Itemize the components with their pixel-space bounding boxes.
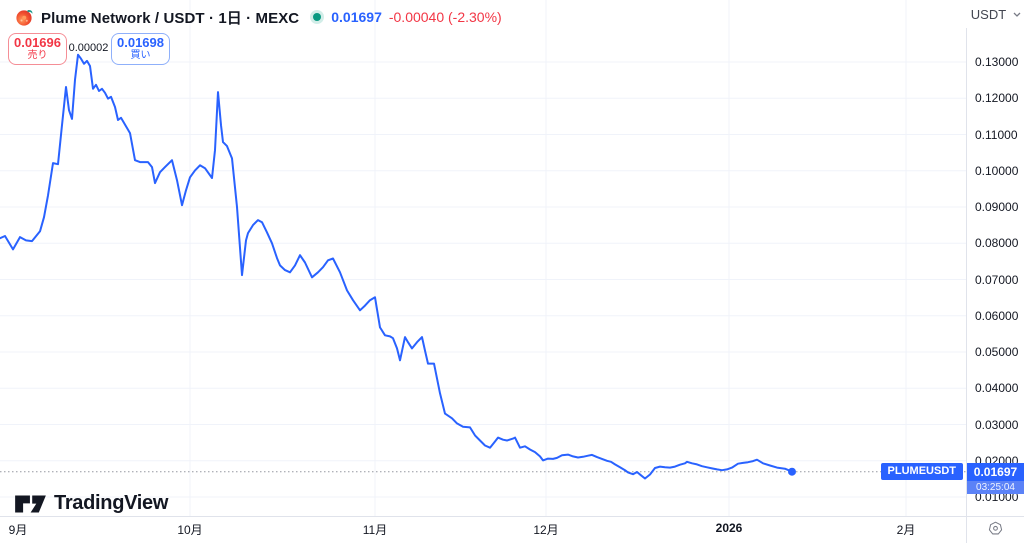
symbol-price-label: PLUMEUSDT (880, 462, 963, 480)
time-axis-tick: 9月 (8, 523, 28, 537)
price-axis-tick: 0.13000 (975, 55, 1019, 69)
sell-label: 売り (27, 50, 48, 61)
plume-network-logo-icon (16, 9, 33, 26)
time-axis-tick: 10月 (177, 523, 203, 537)
time-axis-tick: 11月 (362, 523, 388, 537)
last-price-marker (788, 467, 796, 476)
price-axis-tick: 0.11000 (975, 127, 1018, 142)
sell-button[interactable]: 0.01696 売り (8, 33, 67, 65)
price-axis-tick: 0.05000 (975, 345, 1019, 359)
sell-price: 0.01696 (14, 35, 61, 50)
price-axis-separator (966, 28, 967, 543)
price-axis-tick: 0.07000 (975, 272, 1019, 287)
time-axis-tick: 2026 (715, 521, 743, 535)
time-axis-separator (0, 516, 1024, 517)
price-axis-tick: 0.06000 (975, 308, 1019, 323)
price-axis-tick: 0.09000 (975, 200, 1019, 214)
price-axis-tick: 0.03000 (975, 417, 1019, 432)
market-status-icon (313, 13, 322, 21)
chart-legend: Plume Network / USDT · 1日 · MEXC 0.01697… (16, 7, 502, 27)
currency-unit-dropdown[interactable]: USDT (968, 0, 1024, 28)
symbol-title[interactable]: Plume Network / USDT · 1日 · MEXC (41, 9, 300, 27)
tradingview-watermark: TradingView (14, 492, 168, 515)
chevron-down-icon (1013, 12, 1021, 17)
time-axis-tick: 2月 (896, 523, 916, 537)
buy-price: 0.01698 (117, 35, 164, 50)
last-price-tag: 0.01697 (967, 462, 1024, 481)
buy-button[interactable]: 0.01698 買い (111, 33, 170, 65)
legend-last-price: 0.01697 (331, 9, 382, 25)
bar-countdown-tag: 03:25:04 (967, 480, 1024, 494)
tradingview-logo-icon (15, 494, 46, 513)
currency-unit-label: USDT (970, 6, 1007, 22)
price-axis-tick: 0.08000 (975, 236, 1019, 251)
axis-settings-gear-icon[interactable] (988, 521, 1003, 536)
buy-label: 買い (130, 50, 151, 61)
price-chart-canvas[interactable] (0, 0, 966, 516)
legend-price-change: -0.00040 (-2.30%) (388, 9, 502, 25)
spread-value: 0.00002 (68, 42, 109, 54)
time-axis-tick: 12月 (533, 523, 559, 537)
price-axis-tick: 0.10000 (975, 163, 1019, 178)
watermark-brand: TradingView (54, 492, 169, 514)
price-axis-tick: 0.04000 (975, 381, 1019, 396)
price-axis-tick: 0.12000 (975, 91, 1019, 106)
price-line-series (0, 53, 793, 480)
